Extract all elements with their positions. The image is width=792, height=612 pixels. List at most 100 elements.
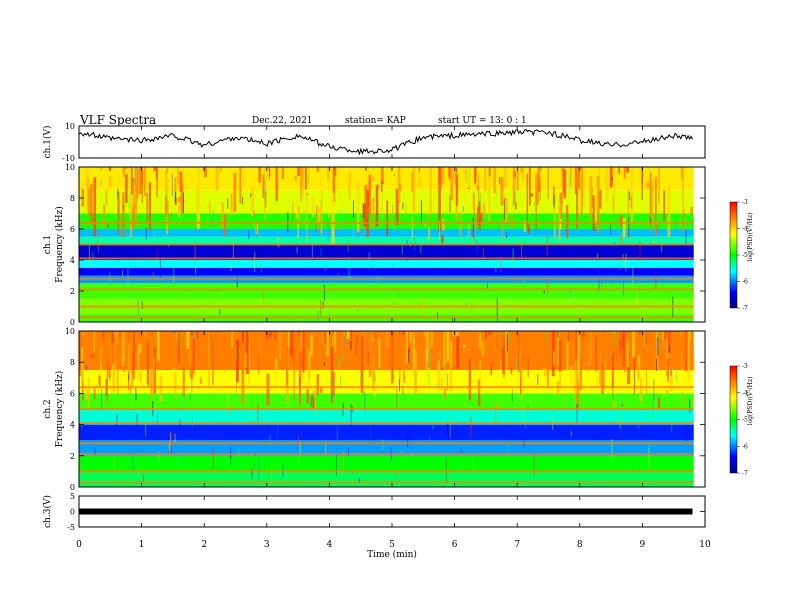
spectrogram-streak [488, 331, 491, 335]
spectrogram-speckle [352, 221, 354, 241]
start-time-label: start UT = 13: 0 : 1 [438, 116, 527, 126]
x-axis-label: Time (min) [367, 549, 417, 560]
spectrogram-streak [513, 171, 517, 178]
spectrogram-speckle [180, 391, 182, 404]
spectrogram-speckle [636, 288, 638, 304]
spectrogram-speckle [503, 198, 505, 220]
spectrogram-speckle [136, 413, 138, 427]
spectrogram-speckle [228, 409, 230, 415]
spectrogram-speckle [632, 265, 634, 288]
spectrogram-streak [210, 331, 213, 348]
spectrogram-streak [103, 204, 106, 228]
y-tick-label: 8 [70, 358, 75, 367]
spectrogram-speckle [251, 467, 253, 480]
y-axis-label: ch.3(V) [42, 495, 53, 528]
spectrogram-speckle [506, 232, 508, 239]
spectrogram-streak [399, 184, 402, 192]
spectrogram-speckle [185, 216, 187, 218]
spectrogram-speckle [539, 180, 541, 201]
spectrogram-speckle [692, 400, 694, 403]
spectrogram-streak [437, 360, 440, 391]
spectrogram-streak [413, 167, 415, 214]
spectrogram-streak [478, 379, 481, 406]
spectrogram-speckle [644, 331, 646, 349]
spectrogram-speckle [449, 417, 451, 438]
spectrogram-speckle [275, 167, 277, 170]
spectrogram-speckle [124, 194, 126, 218]
spectrogram-streak [563, 169, 567, 199]
spectrogram-streak [279, 331, 282, 362]
spectrogram-speckle [221, 288, 223, 297]
spectrogram-speckle [341, 402, 343, 420]
spectrogram-speckle [92, 204, 94, 210]
spectrogram-speckle [307, 174, 309, 188]
spectrogram-streak [405, 203, 407, 216]
spectrogram-speckle [523, 381, 525, 389]
spectrogram-streak [523, 220, 526, 232]
spectrogram-speckle [227, 391, 229, 413]
spectrogram-speckle [257, 404, 259, 424]
spectrogram-speckle [391, 264, 393, 266]
spectrogram-speckle [625, 253, 627, 272]
spectrogram-speckle [357, 309, 359, 311]
spectrogram-speckle [253, 210, 255, 219]
x-tick-label: 1 [139, 540, 145, 550]
spectrogram-streak [567, 331, 570, 342]
narrowband-line [79, 221, 694, 224]
spectrogram-streak [179, 171, 183, 192]
spectrogram-speckle [653, 379, 655, 401]
y-tick-label: 10 [65, 122, 75, 131]
spectrogram-streak [241, 342, 245, 404]
spectrogram-streak [647, 331, 649, 367]
spectrogram-streak [91, 331, 95, 361]
y-tick-label: 4 [70, 421, 75, 430]
spectrogram-streak [385, 331, 389, 349]
spectrogram-streak [242, 170, 244, 185]
spectrogram-speckle [107, 224, 109, 228]
spectrogram-streak [468, 222, 470, 239]
spectrogram-streak [618, 214, 622, 223]
spectrogram-streak [117, 191, 120, 236]
spectrogram-speckle [101, 388, 103, 412]
spectrogram-speckle [347, 447, 349, 457]
spectrogram-speckle [145, 420, 147, 437]
spectrogram-streak [93, 177, 97, 237]
spectrogram-streak [328, 232, 331, 235]
spectrogram-streak [132, 203, 136, 216]
spectrogram-speckle [141, 301, 143, 309]
spectrogram-streak [266, 373, 270, 406]
spectrogram-streak [327, 167, 330, 181]
spectrogram-streak [418, 167, 421, 173]
spectrogram-speckle [657, 337, 659, 357]
spectrogram-streak [215, 167, 219, 191]
spectrogram-streak [438, 186, 441, 232]
spectrogram-speckle [337, 273, 339, 275]
spectrogram-streak [150, 347, 153, 353]
ch3-waveform [79, 508, 693, 515]
spectrogram-speckle [420, 232, 422, 254]
narrowband-line [79, 386, 694, 389]
spectrogram-speckle [375, 184, 377, 201]
spectrogram-streak [133, 331, 135, 380]
spectrogram-streak [637, 355, 641, 377]
spectrogram-speckle [490, 169, 492, 174]
spectrogram-speckle [322, 301, 324, 309]
spectrogram-speckle [282, 383, 284, 397]
spectrogram-streak [553, 351, 555, 366]
spectrogram-speckle [613, 398, 615, 399]
spectrogram-speckle [649, 444, 651, 445]
spectrogram-streak [373, 331, 376, 333]
spectrogram-streak [306, 388, 310, 404]
spectrogram-streak [141, 167, 143, 204]
spectrogram-streak [481, 341, 485, 356]
narrowband-line [79, 481, 694, 484]
narrowband-line [79, 442, 694, 445]
spectrogram-speckle [169, 432, 171, 446]
spectrogram-streak [510, 367, 513, 374]
spectrogram-speckle [362, 203, 364, 219]
spectrogram-streak [562, 168, 565, 194]
colorbar-tick-label: -5 [742, 417, 748, 424]
spectrogram-speckle [396, 470, 398, 478]
spectrogram-streak [363, 331, 366, 342]
